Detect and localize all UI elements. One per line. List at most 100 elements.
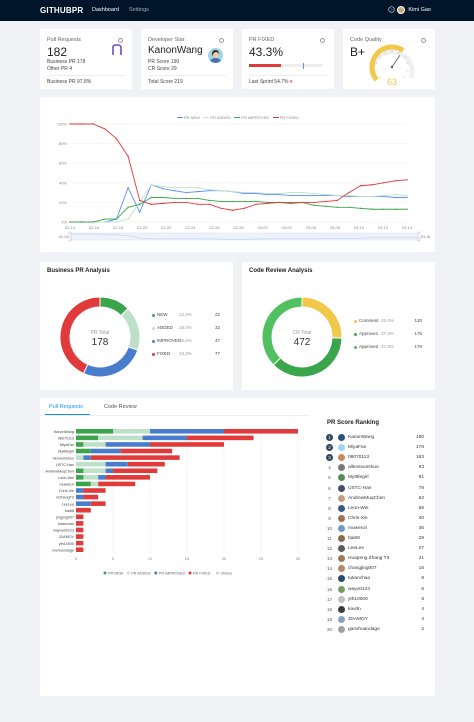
info-icon[interactable] xyxy=(320,38,325,43)
info-icon[interactable] xyxy=(219,38,224,43)
nav-item-dashboard[interactable]: Dashboard xyxy=(92,7,119,13)
bar-pr-fixed[interactable] xyxy=(76,507,91,513)
bar-pr-fixed[interactable] xyxy=(83,494,99,500)
legend-label[interactable]: Others xyxy=(221,572,232,576)
slider-handle-left[interactable] xyxy=(68,231,72,242)
legend-row-approve1[interactable]: Approve1 37.3% 176 xyxy=(354,331,422,339)
slice-approve2[interactable] xyxy=(261,296,303,366)
bar-pr-added[interactable] xyxy=(76,455,84,460)
bar-pr-fixed[interactable] xyxy=(76,514,84,520)
bar-pr-fixed[interactable] xyxy=(120,448,173,454)
bar-pr-fixed[interactable] xyxy=(76,547,84,552)
ranking-row[interactable]: 11 bai68 29 xyxy=(326,534,424,545)
bar-pr-fixed[interactable] xyxy=(127,461,165,467)
bar-pr-added[interactable] xyxy=(113,429,150,434)
legend-row-new[interactable]: NEW 12.4% 22 xyxy=(152,312,220,320)
bar-pr-added[interactable] xyxy=(83,468,106,474)
bar-pr-improved[interactable] xyxy=(76,501,91,506)
legend-label[interactable]: PR ADDED xyxy=(131,572,151,576)
bar-pr-fixed[interactable] xyxy=(90,455,180,460)
bar-pr-improved[interactable] xyxy=(83,455,91,460)
nav-item-settings[interactable]: Settings xyxy=(129,7,149,13)
bar-pr-new[interactable] xyxy=(76,475,84,480)
bar-pr-new[interactable] xyxy=(76,429,113,434)
user-menu[interactable]: Kimi Gao xyxy=(397,6,431,14)
ranking-row[interactable]: 6 USTC-Han 78 xyxy=(326,484,424,495)
bar-pr-improved[interactable] xyxy=(105,468,113,474)
bar-pr-fixed[interactable] xyxy=(90,501,106,506)
tab-pull-requests[interactable]: Pull Requests xyxy=(49,404,83,410)
ranking-row[interactable]: 5 MyIttlegirl 91 xyxy=(326,473,424,484)
bar-pr-fixed[interactable] xyxy=(83,488,106,493)
bar-pr-improved[interactable] xyxy=(76,494,84,500)
bar-pr-new[interactable] xyxy=(76,468,84,474)
legend-pr-improved[interactable]: PR IMPROVED xyxy=(234,115,269,120)
ranking-row[interactable]: 1 KanonWang 190 xyxy=(326,433,424,444)
legend-pr-new[interactable]: PR NEW xyxy=(176,115,200,120)
bar-pr-fixed[interactable] xyxy=(224,429,298,434)
legend-row-fixed[interactable]: FIXED 43.3% 77 xyxy=(152,351,220,359)
ranking-row[interactable]: 12 LeeLee 27 xyxy=(326,544,424,555)
help-icon[interactable]: ? xyxy=(388,6,395,13)
bar-pr-added[interactable] xyxy=(90,481,99,487)
bar-pr-added[interactable] xyxy=(83,442,106,447)
ranking-row[interactable]: 3 08070113 163 xyxy=(326,453,424,464)
bar-pr-improved[interactable] xyxy=(105,461,128,467)
tab-code-review[interactable]: Code Review xyxy=(104,404,137,410)
app-logo[interactable]: GITHUBPR xyxy=(40,6,84,15)
ranking-row[interactable]: 15 tutianchao 8 xyxy=(326,574,424,585)
bar-pr-improved[interactable] xyxy=(150,429,224,434)
bar-pr-improved[interactable] xyxy=(76,488,84,493)
bar-pr-fixed[interactable] xyxy=(76,521,84,526)
legend-row-approve2[interactable]: Approve2 37.3% 176 xyxy=(354,344,422,352)
bar-pr-fixed[interactable] xyxy=(98,481,136,487)
bar-pr-improved[interactable] xyxy=(90,448,121,454)
slice-fixed[interactable] xyxy=(59,296,101,375)
slider-handle-right[interactable] xyxy=(417,231,421,242)
bar-pr-fixed[interactable] xyxy=(76,540,84,546)
ranking-row[interactable]: 16 wayu0123 6 xyxy=(326,585,424,596)
legend-row-comment[interactable]: Comment 25.4% 120 xyxy=(354,318,422,326)
info-icon[interactable] xyxy=(421,38,426,43)
ranking-row[interactable]: 17 yth10000 6 xyxy=(326,595,424,606)
bar-pr-improved[interactable] xyxy=(105,442,150,447)
legend-label[interactable]: PR NEW xyxy=(108,572,124,576)
date-range-slider[interactable] xyxy=(69,232,420,241)
bar-pr-fixed[interactable] xyxy=(105,475,150,480)
bar-pr-new[interactable] xyxy=(76,435,99,441)
bar-pr-new[interactable] xyxy=(76,442,84,447)
bar-pr-fixed[interactable] xyxy=(76,534,84,539)
bar-pr-new[interactable] xyxy=(76,448,91,454)
ranking-row[interactable]: 8 Leon-Wei 56 xyxy=(326,504,424,515)
info-icon[interactable] xyxy=(118,38,123,43)
legend-row-improved[interactable]: IMPROVED 26.4% 47 xyxy=(152,338,220,346)
ranking-row[interactable]: 7 AndrewMuqChen 62 xyxy=(326,494,424,505)
bar-pr-fixed[interactable] xyxy=(187,435,254,441)
bar-pr-fixed[interactable] xyxy=(76,527,84,533)
ranking-row[interactable]: 19 JDAMOY 4 xyxy=(326,615,424,626)
legend-row-added[interactable]: ADDED 18.0% 32 xyxy=(152,325,220,333)
bar-pr-added[interactable] xyxy=(76,461,106,467)
ranking-row[interactable]: 20 ganxhuandage 2 xyxy=(326,625,424,636)
bar-pr-new[interactable] xyxy=(76,481,91,487)
rank-number: 13 xyxy=(326,556,332,562)
bar-pr-added[interactable] xyxy=(83,475,99,480)
ranking-row[interactable]: 10 muwenzi 36 xyxy=(326,524,424,535)
legend-pr-fixed[interactable]: PR FIXED xyxy=(272,115,298,120)
ranking-row[interactable]: 2 MiyaFan 176 xyxy=(326,443,424,454)
slice-added[interactable] xyxy=(120,307,141,351)
ranking-row[interactable]: 4 allenssunshuo 93 xyxy=(326,463,424,474)
bar-pr-improved[interactable] xyxy=(142,435,187,441)
legend-label[interactable]: PR IMPROVED xyxy=(159,572,186,576)
ranking-row[interactable]: 9 Chris-Xie 40 xyxy=(326,514,424,525)
bar-pr-added[interactable] xyxy=(98,435,143,441)
bar-pr-improved[interactable] xyxy=(98,475,106,480)
legend-label[interactable]: PR FIXED xyxy=(193,572,211,576)
ranking-row[interactable]: 13 Huapeng Zhang T3 21 xyxy=(326,554,424,565)
bar-pr-fixed[interactable] xyxy=(150,442,224,447)
ranking-row[interactable]: 18 kavdn 4 xyxy=(326,605,424,616)
bar-pr-fixed[interactable] xyxy=(113,468,158,474)
legend-pr-added[interactable]: PR ADDED xyxy=(203,115,231,120)
slice-improved[interactable] xyxy=(82,346,139,378)
ranking-row[interactable]: 14 changjing007 16 xyxy=(326,564,424,575)
